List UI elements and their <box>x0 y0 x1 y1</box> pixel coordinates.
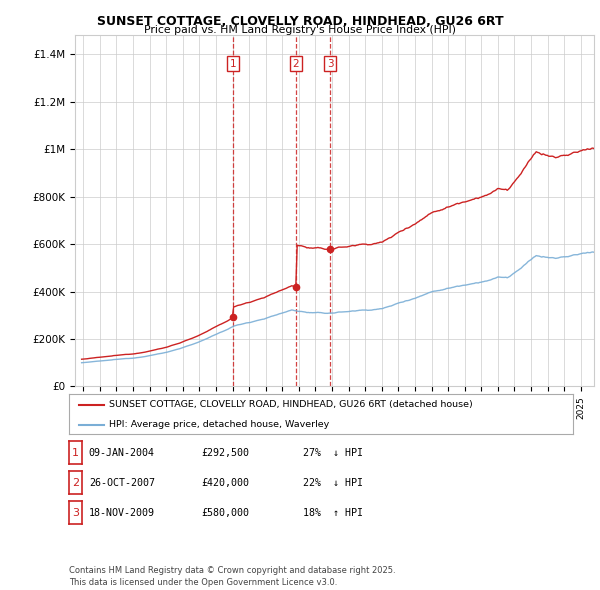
Text: 09-JAN-2004: 09-JAN-2004 <box>89 448 155 457</box>
Text: 1: 1 <box>72 448 79 457</box>
Text: 3: 3 <box>72 508 79 517</box>
Text: 3: 3 <box>327 59 334 69</box>
Text: 1: 1 <box>230 59 236 69</box>
Text: 18%  ↑ HPI: 18% ↑ HPI <box>303 508 363 517</box>
Text: Price paid vs. HM Land Registry's House Price Index (HPI): Price paid vs. HM Land Registry's House … <box>144 25 456 35</box>
Text: 22%  ↓ HPI: 22% ↓ HPI <box>303 478 363 487</box>
Text: 26-OCT-2007: 26-OCT-2007 <box>89 478 155 487</box>
Text: Contains HM Land Registry data © Crown copyright and database right 2025.
This d: Contains HM Land Registry data © Crown c… <box>69 566 395 587</box>
Text: 2: 2 <box>72 478 79 487</box>
Text: £580,000: £580,000 <box>201 508 249 517</box>
Text: HPI: Average price, detached house, Waverley: HPI: Average price, detached house, Wave… <box>109 420 329 430</box>
Text: SUNSET COTTAGE, CLOVELLY ROAD, HINDHEAD, GU26 6RT: SUNSET COTTAGE, CLOVELLY ROAD, HINDHEAD,… <box>97 15 503 28</box>
Text: 2: 2 <box>293 59 299 69</box>
Text: 18-NOV-2009: 18-NOV-2009 <box>89 508 155 517</box>
Text: £292,500: £292,500 <box>201 448 249 457</box>
Text: £420,000: £420,000 <box>201 478 249 487</box>
Text: SUNSET COTTAGE, CLOVELLY ROAD, HINDHEAD, GU26 6RT (detached house): SUNSET COTTAGE, CLOVELLY ROAD, HINDHEAD,… <box>109 400 473 409</box>
Text: 27%  ↓ HPI: 27% ↓ HPI <box>303 448 363 457</box>
